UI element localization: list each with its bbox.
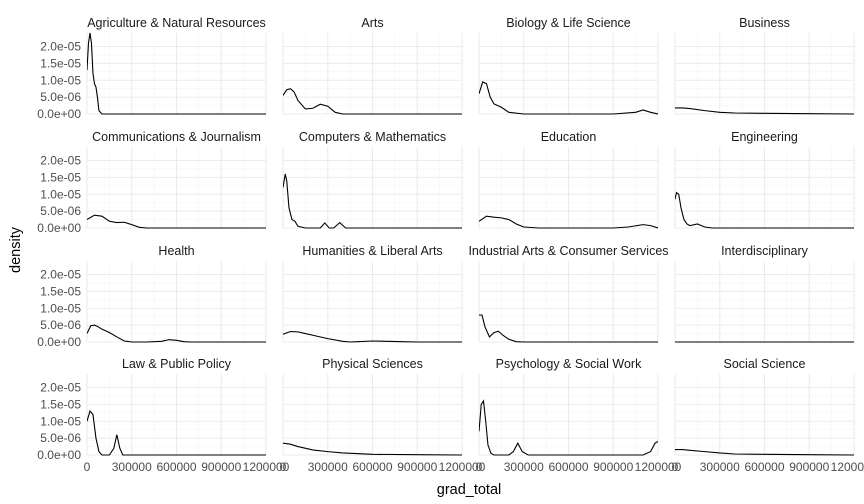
density-curve-agriculture-natural-resources — [87, 32, 266, 115]
y-tick-label: 0.0e+00 — [37, 221, 81, 235]
x-tick-label: 300000 — [112, 460, 152, 474]
x-tick-label: 900000 — [593, 460, 633, 474]
y-axis-title: density — [8, 226, 24, 273]
density-curve-law-public-policy — [87, 410, 266, 456]
density-curve-computers-mathematics — [283, 173, 462, 229]
density-curve-business — [675, 107, 854, 115]
density-curve-health — [87, 324, 266, 343]
x-tick-label: 300000 — [504, 460, 544, 474]
x-tick-label: 1200000 — [831, 460, 864, 474]
density-curve-communications-journalism — [87, 214, 266, 229]
y-tick-label: 1.0e-05 — [40, 187, 81, 201]
facet-panel-humanities-liberal-arts: Humanities & Liberal Arts — [282, 244, 463, 343]
x-tick-label: 900000 — [201, 460, 241, 474]
facet-panel-agriculture-natural-resources: Agriculture & Natural Resources — [86, 16, 267, 115]
facet-strip-label: Communications & Journalism — [92, 130, 261, 144]
x-tick-label: 600000 — [352, 460, 392, 474]
facet-panel-business: Business — [674, 16, 855, 115]
x-tick-label: 600000 — [548, 460, 588, 474]
facet-strip-label: Business — [739, 16, 790, 30]
y-tick-label: 1.5e-05 — [40, 397, 81, 411]
y-tick-label: 2.0e-05 — [40, 381, 81, 395]
density-curve-engineering — [675, 191, 854, 229]
facet-strip-label: Arts — [361, 16, 383, 30]
facet-strip-label: Biology & Life Science — [506, 16, 630, 30]
x-tick-label: 600000 — [744, 460, 784, 474]
facet-panel-education: Education — [478, 130, 659, 229]
x-tick-label: 1200000 — [439, 460, 486, 474]
facet-panel-psychology-social-work: Psychology & Social Work — [478, 357, 659, 456]
y-tick-label: 2.0e-05 — [40, 268, 81, 282]
facet-strip-label: Humanities & Liberal Arts — [302, 244, 442, 258]
x-tick-label: 0 — [280, 460, 287, 474]
facet-strip-label: Industrial Arts & Consumer Services — [468, 244, 668, 258]
facet-strip-label: Education — [541, 130, 597, 144]
y-tick-label: 1.5e-05 — [40, 170, 81, 184]
y-tick-label: 1.5e-05 — [40, 284, 81, 298]
facet-panel-industrial-arts-consumer-services: Industrial Arts & Consumer Services — [468, 244, 668, 343]
y-tick-label: 0.0e+00 — [37, 335, 81, 349]
density-curve-social-science — [675, 449, 854, 456]
x-tick-label: 0 — [84, 460, 91, 474]
facet-panel-interdisciplinary: Interdisciplinary — [674, 244, 855, 343]
density-curve-biology-life-science — [479, 81, 658, 115]
x-tick-label: 300000 — [700, 460, 740, 474]
facet-panel-communications-journalism: Communications & Journalism — [86, 130, 267, 229]
x-tick-label: 0 — [476, 460, 483, 474]
y-tick-label: 5.0e-06 — [40, 204, 81, 218]
facet-strip-label: Physical Sciences — [322, 357, 423, 371]
facet-panel-computers-mathematics: Computers & Mathematics — [282, 130, 463, 229]
y-tick-label: 1.0e-05 — [40, 414, 81, 428]
x-tick-label: 900000 — [397, 460, 437, 474]
x-tick-label: 300000 — [308, 460, 348, 474]
facet-panels: Agriculture & Natural Resources Arts Biolo… — [86, 16, 855, 456]
density-curve-industrial-arts-consumer-services — [479, 314, 658, 343]
facet-panel-law-public-policy: Law & Public Policy — [86, 357, 267, 456]
facet-panel-engineering: Engineering — [674, 130, 855, 229]
y-tick-label: 1.0e-05 — [40, 301, 81, 315]
x-tick-label: 900000 — [789, 460, 829, 474]
x-tick-label: 0 — [672, 460, 679, 474]
x-tick-label: 600000 — [156, 460, 196, 474]
y-tick-label: 5.0e-06 — [40, 431, 81, 445]
y-tick-label: 2.0e-05 — [40, 154, 81, 168]
y-axis-ticks: 0.0e+00 5.0e-06 1.0e-05 1.5e-05 2.0e-05 0.0e+… — [37, 40, 81, 463]
y-tick-label: 0.0e+00 — [37, 107, 81, 121]
facet-strip-label: Interdisciplinary — [721, 244, 809, 258]
facet-panel-biology-life-science: Biology & Life Science — [478, 16, 659, 115]
facet-strip-label: Computers & Mathematics — [299, 130, 446, 144]
density-curve-education — [479, 215, 658, 229]
x-tick-label: 1200000 — [635, 460, 682, 474]
y-tick-label: 1.0e-05 — [40, 73, 81, 87]
facet-panel-physical-sciences: Physical Sciences — [282, 357, 463, 456]
y-tick-label: 1.5e-05 — [40, 56, 81, 70]
y-tick-label: 0.0e+00 — [37, 448, 81, 462]
facet-strip-label: Social Science — [724, 357, 806, 371]
facet-strip-label: Agriculture & Natural Resources — [87, 16, 266, 30]
facet-panel-arts: Arts — [282, 16, 463, 115]
facet-strip-label: Psychology & Social Work — [496, 357, 642, 371]
x-tick-label: 1200000 — [243, 460, 290, 474]
facet-panel-health: Health — [86, 244, 267, 343]
x-axis-title: grad_total — [437, 482, 502, 498]
facet-strip-label: Law & Public Policy — [122, 357, 232, 371]
facet-strip-label: Engineering — [731, 130, 798, 144]
density-curve-psychology-social-work — [479, 399, 658, 456]
facet-panel-social-science: Social Science — [674, 357, 855, 456]
density-curve-humanities-liberal-arts — [283, 330, 462, 343]
density-curve-physical-sciences — [283, 442, 462, 456]
density-curve-arts — [283, 88, 462, 115]
y-tick-label: 2.0e-05 — [40, 40, 81, 54]
y-tick-label: 5.0e-06 — [40, 318, 81, 332]
y-tick-label: 5.0e-06 — [40, 90, 81, 104]
facet-strip-label: Health — [158, 244, 194, 258]
